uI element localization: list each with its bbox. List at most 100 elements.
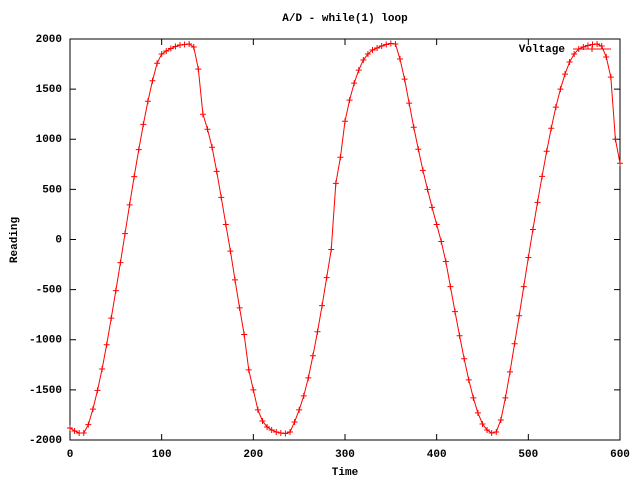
point-marker xyxy=(410,124,417,131)
x-tick-label: 300 xyxy=(335,449,355,461)
point-marker xyxy=(461,355,468,362)
point-marker xyxy=(254,406,261,413)
x-tick-label: 0 xyxy=(67,449,74,461)
point-marker xyxy=(149,77,156,84)
x-axis-label: Time xyxy=(332,467,359,479)
point-marker xyxy=(566,59,573,66)
point-marker xyxy=(447,283,454,290)
y-tick-label: 1500 xyxy=(36,84,62,96)
point-marker xyxy=(323,274,330,281)
point-marker xyxy=(108,315,115,322)
point-marker xyxy=(71,427,78,434)
plot-frame xyxy=(69,38,621,441)
point-marker xyxy=(309,352,316,359)
x-tick-label: 100 xyxy=(152,449,172,461)
point-marker xyxy=(305,374,312,381)
point-marker xyxy=(562,71,568,78)
point-marker xyxy=(465,376,472,383)
point-marker xyxy=(374,45,381,52)
point-marker xyxy=(296,406,303,413)
point-marker xyxy=(195,66,202,73)
point-marker xyxy=(387,40,394,47)
point-marker xyxy=(177,42,183,49)
point-marker xyxy=(245,366,252,373)
point-marker xyxy=(470,394,477,401)
point-marker xyxy=(154,60,161,67)
point-marker xyxy=(199,111,206,118)
point-marker xyxy=(268,426,275,433)
point-marker xyxy=(250,386,257,393)
point-marker xyxy=(456,332,463,339)
point-marker xyxy=(314,328,321,335)
point-marker xyxy=(484,426,491,433)
point-marker xyxy=(337,154,344,161)
point-marker xyxy=(612,136,619,143)
point-marker xyxy=(122,230,128,237)
point-marker xyxy=(607,74,614,81)
point-marker xyxy=(287,428,293,435)
y-axis-label: Reading xyxy=(9,217,21,263)
point-marker xyxy=(282,430,289,437)
point-marker xyxy=(89,406,96,413)
point-marker xyxy=(167,45,174,52)
point-marker xyxy=(493,428,500,435)
point-marker xyxy=(429,204,436,211)
point-marker xyxy=(319,302,326,309)
point-marker xyxy=(158,51,165,58)
point-marker xyxy=(543,148,550,155)
point-marker xyxy=(534,199,541,206)
point-marker xyxy=(360,57,367,64)
legend-marker xyxy=(589,46,595,52)
point-marker xyxy=(94,387,101,394)
point-marker xyxy=(346,97,353,104)
point-marker xyxy=(507,368,513,375)
y-tick-label: 0 xyxy=(55,234,62,246)
y-tick-label: 500 xyxy=(42,184,62,196)
point-marker xyxy=(103,341,110,348)
point-marker xyxy=(511,340,518,347)
point-marker xyxy=(479,420,486,427)
point-marker xyxy=(438,238,445,245)
point-marker xyxy=(502,394,509,401)
point-marker xyxy=(67,424,73,431)
point-marker xyxy=(617,160,623,167)
point-marker xyxy=(259,417,266,424)
point-marker xyxy=(557,86,564,93)
point-marker xyxy=(241,331,248,338)
point-marker xyxy=(355,67,362,74)
point-marker xyxy=(378,43,385,50)
point-marker xyxy=(236,304,243,311)
y-tick-label: -2000 xyxy=(29,435,62,447)
point-marker xyxy=(232,276,238,283)
point-marker xyxy=(383,41,390,48)
point-marker xyxy=(126,201,133,208)
point-marker xyxy=(603,54,610,61)
point-marker xyxy=(351,80,358,87)
point-marker xyxy=(291,418,298,425)
point-marker xyxy=(186,41,193,48)
point-marker xyxy=(392,41,399,48)
point-marker xyxy=(442,258,449,265)
x-tick-label: 200 xyxy=(243,449,263,461)
series-line xyxy=(69,43,621,434)
x-tick-label: 500 xyxy=(518,449,538,461)
point-marker xyxy=(204,126,211,133)
point-marker xyxy=(332,180,339,187)
point-marker xyxy=(264,423,271,430)
point-marker xyxy=(222,221,229,228)
point-marker xyxy=(117,259,124,266)
chart-title: A/D - while(1) loop xyxy=(282,13,408,25)
point-marker xyxy=(277,429,284,436)
y-tick-label: -500 xyxy=(36,285,62,297)
point-marker xyxy=(181,41,188,48)
point-marker xyxy=(163,48,170,55)
point-marker xyxy=(516,312,523,319)
point-marker xyxy=(300,392,307,399)
point-marker xyxy=(369,47,376,54)
point-marker xyxy=(452,308,458,315)
point-marker xyxy=(598,43,605,50)
point-marker xyxy=(433,221,440,228)
point-marker xyxy=(406,100,413,107)
point-marker xyxy=(273,428,280,435)
